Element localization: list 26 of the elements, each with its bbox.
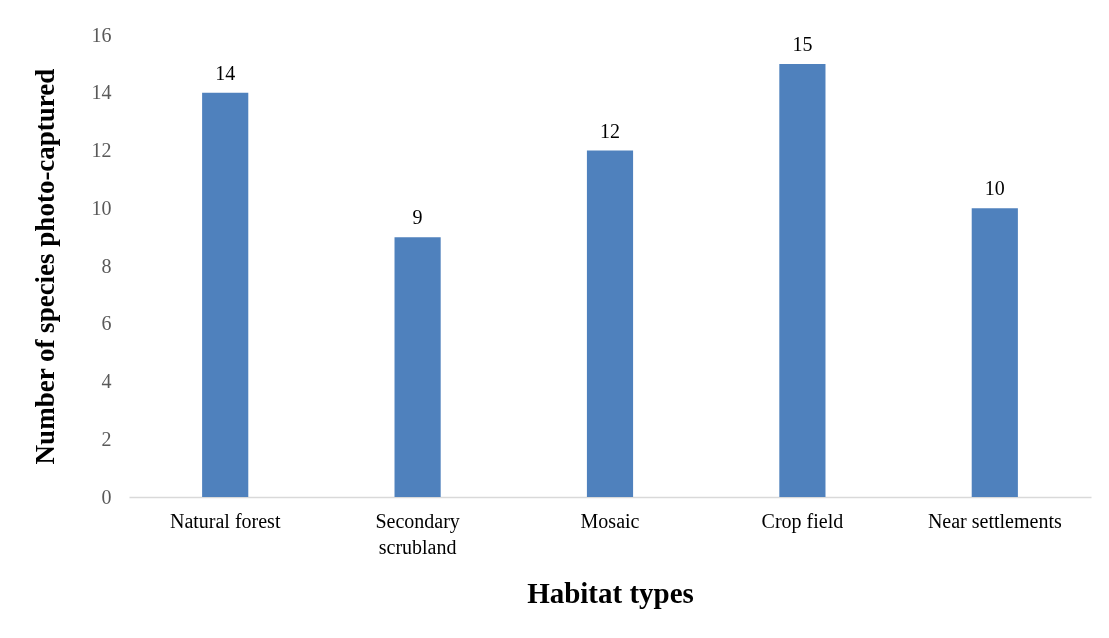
x-axis-title: Habitat types: [527, 576, 694, 609]
y-tick-label: 16: [91, 23, 112, 46]
y-tick-label: 2: [101, 427, 112, 450]
y-axis-title: Number of species photo-captured: [29, 68, 60, 465]
bar: [779, 63, 826, 497]
bar: [202, 92, 249, 497]
y-tick-label: 6: [101, 312, 112, 335]
data-label: 10: [984, 177, 1005, 200]
bar: [586, 150, 634, 497]
y-tick-label: 12: [91, 139, 112, 161]
y-tick-label: 14: [91, 81, 112, 104]
x-tick-label: Crop field: [761, 509, 844, 533]
y-tick-label: 8: [101, 254, 112, 277]
y-tick-label: 10: [91, 196, 112, 219]
bar: [971, 208, 1018, 497]
data-label: 15: [792, 32, 813, 55]
y-tick-label: 4: [101, 370, 112, 392]
bar: [394, 237, 441, 497]
x-tick-label: Near settlements: [927, 509, 1062, 532]
data-label: 9: [412, 206, 423, 229]
x-tick-label: Mosaic: [580, 509, 640, 532]
x-tick-label: Natural forest: [169, 509, 281, 532]
y-tick-label: 0: [101, 485, 112, 508]
data-label: 14: [215, 61, 236, 84]
data-label: 12: [600, 119, 620, 142]
x-tick-label: Secondary scrubland: [375, 509, 460, 558]
